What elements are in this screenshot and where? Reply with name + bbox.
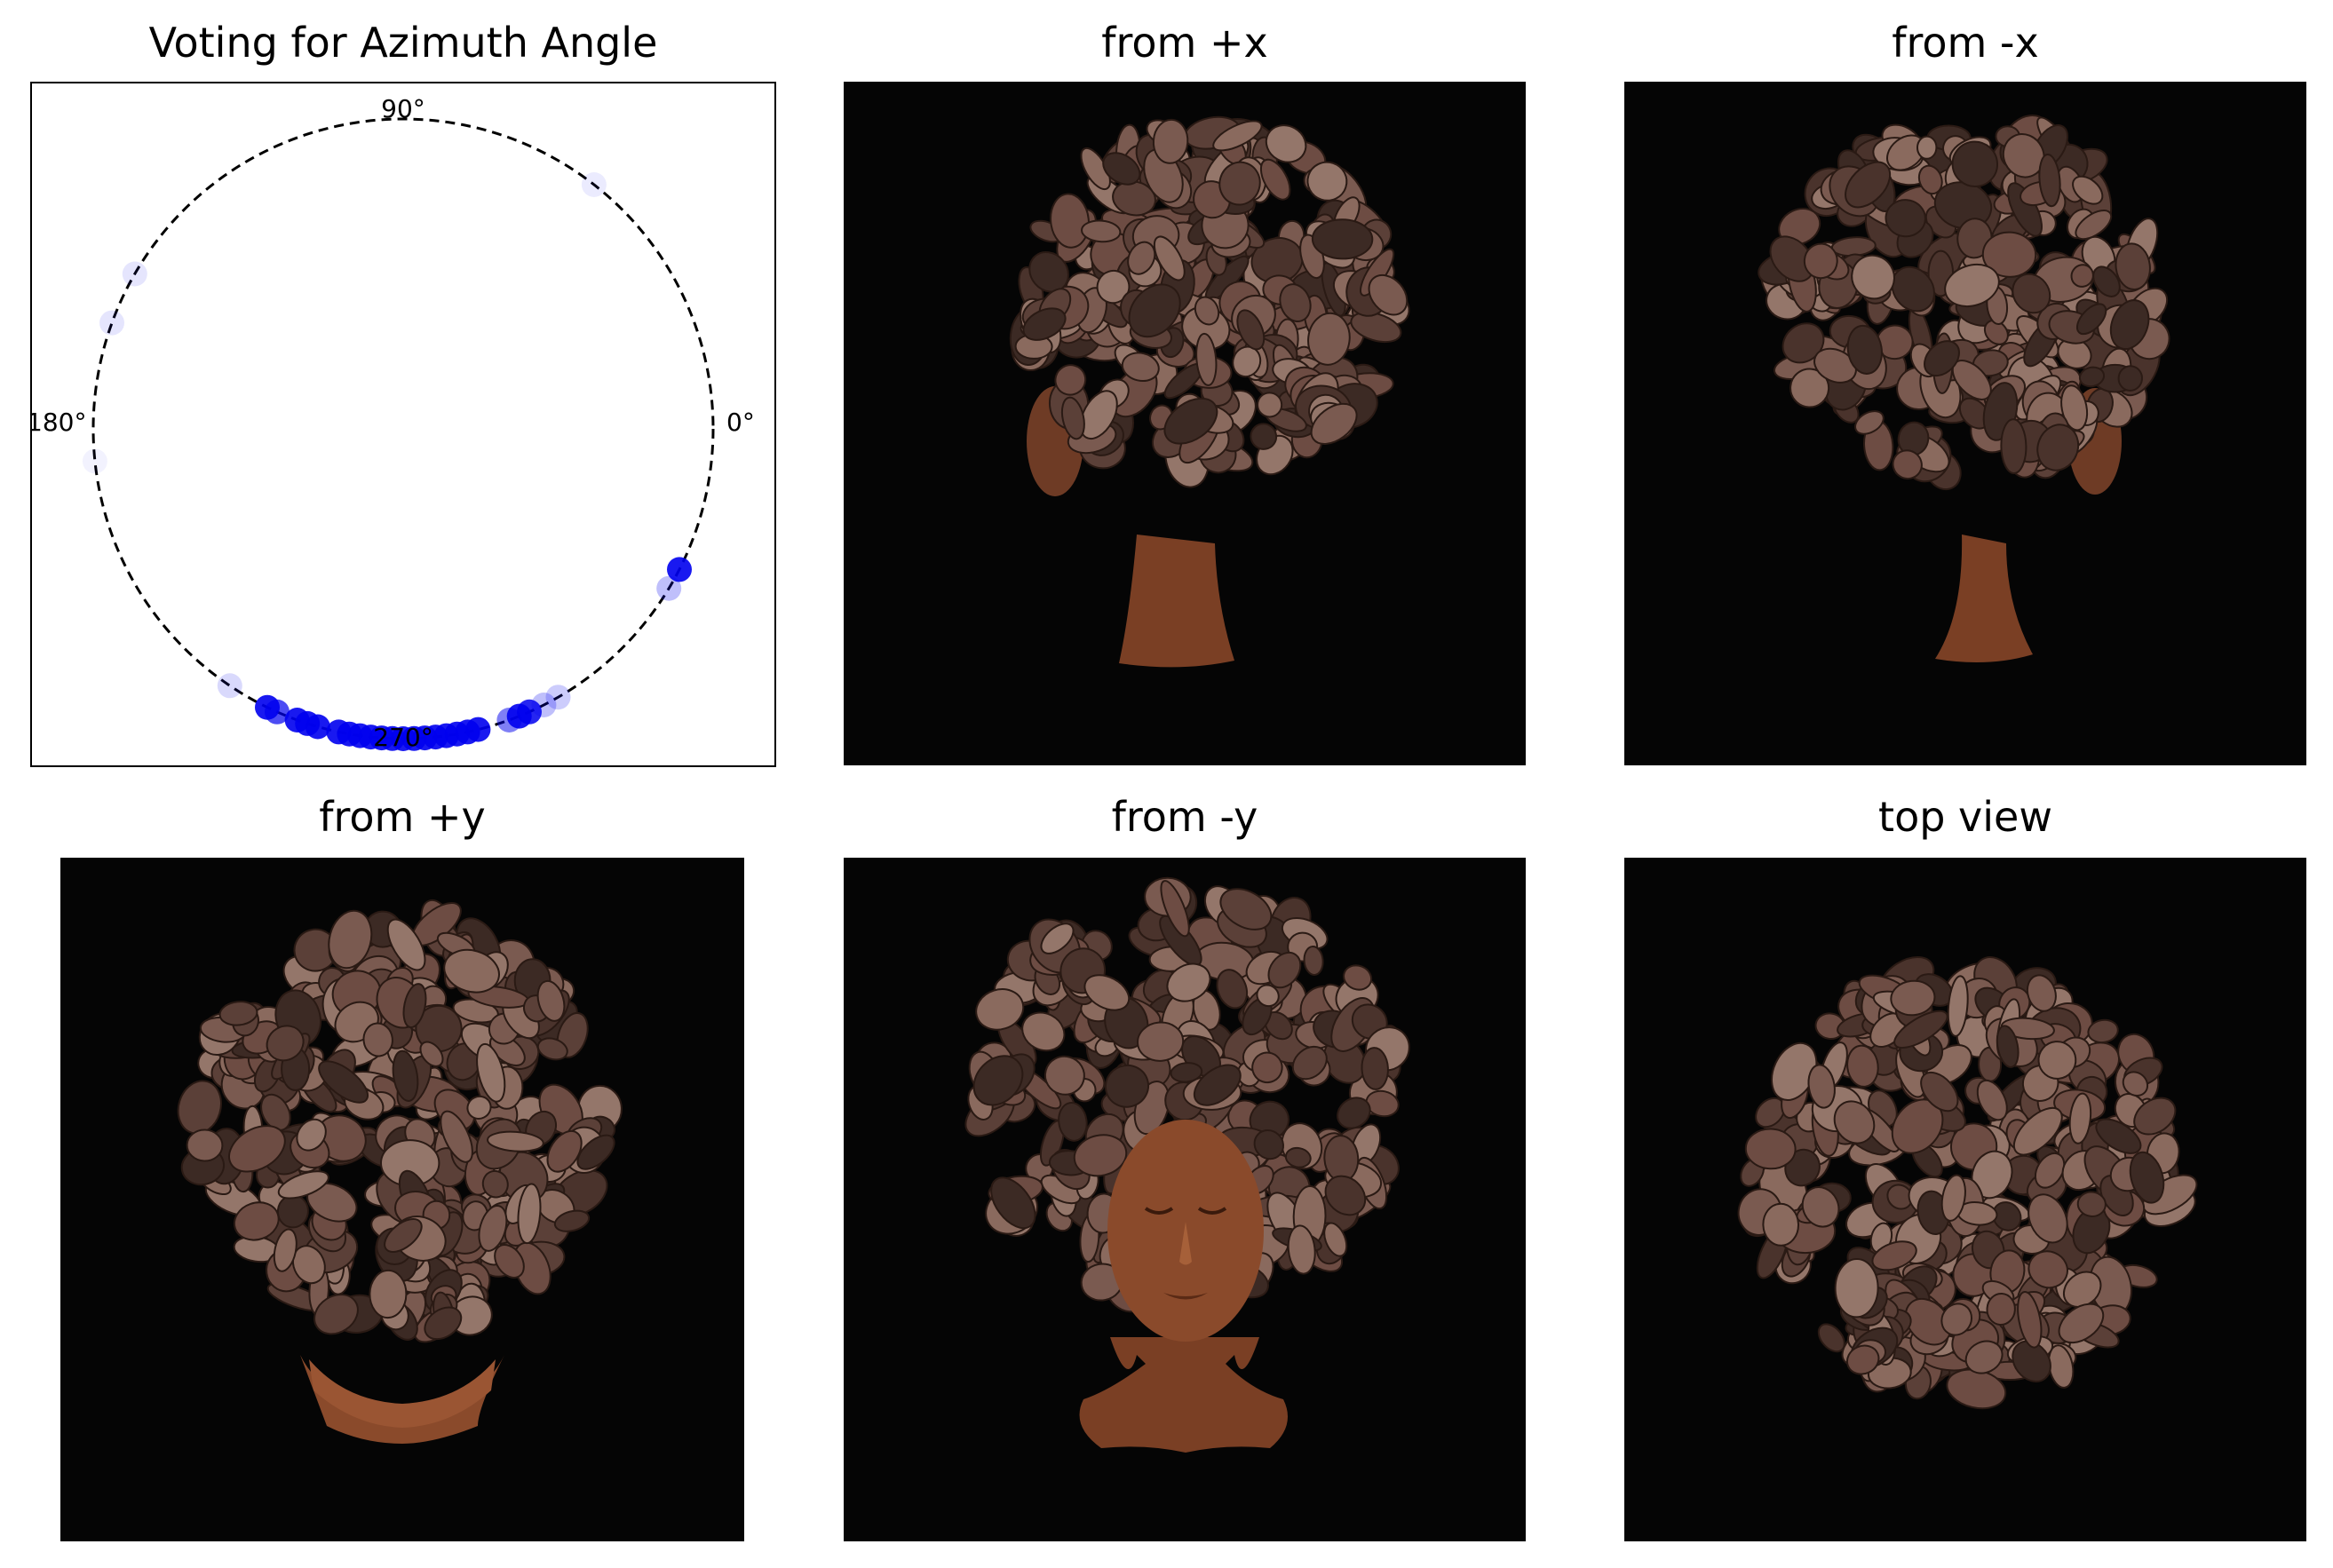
render-image-minus-x	[1624, 82, 2306, 765]
render-title-plus-x: from +x	[844, 20, 1526, 66]
tick-label-0: 0°	[726, 408, 755, 437]
unit-circle	[93, 119, 713, 739]
render-image-top	[1624, 858, 2306, 1541]
render-image-minus-y	[844, 858, 1526, 1541]
hair-curls	[1008, 111, 1416, 491]
tick-label-90: 90°	[381, 94, 425, 123]
render-title-top: top view	[1624, 794, 2306, 840]
azimuth-vote-title: Voting for Azimuth Angle	[30, 20, 776, 66]
render-image-plus-x	[844, 82, 1526, 765]
hair-curls	[1734, 948, 2202, 1414]
tick-label-270: 270°	[373, 723, 432, 752]
render-title-minus-x: from -x	[1624, 20, 2306, 66]
render-image-plus-y	[60, 858, 744, 1541]
vote-marker	[99, 311, 124, 336]
vote-marker	[255, 695, 280, 720]
vote-markers	[83, 172, 692, 751]
vote-marker	[123, 262, 147, 287]
vote-marker	[218, 673, 242, 698]
vote-marker	[83, 449, 107, 474]
polar-plot: 0° 90° 180° 270°	[30, 82, 776, 767]
vote-marker	[667, 557, 692, 582]
render-title-plus-y: from +y	[60, 794, 744, 840]
vote-marker	[582, 172, 607, 197]
vote-marker	[496, 708, 521, 733]
vote-marker	[326, 719, 351, 744]
render-title-minus-y: from -y	[844, 794, 1526, 840]
tick-label-180: 180°	[30, 408, 86, 437]
hair-curls	[172, 895, 623, 1349]
